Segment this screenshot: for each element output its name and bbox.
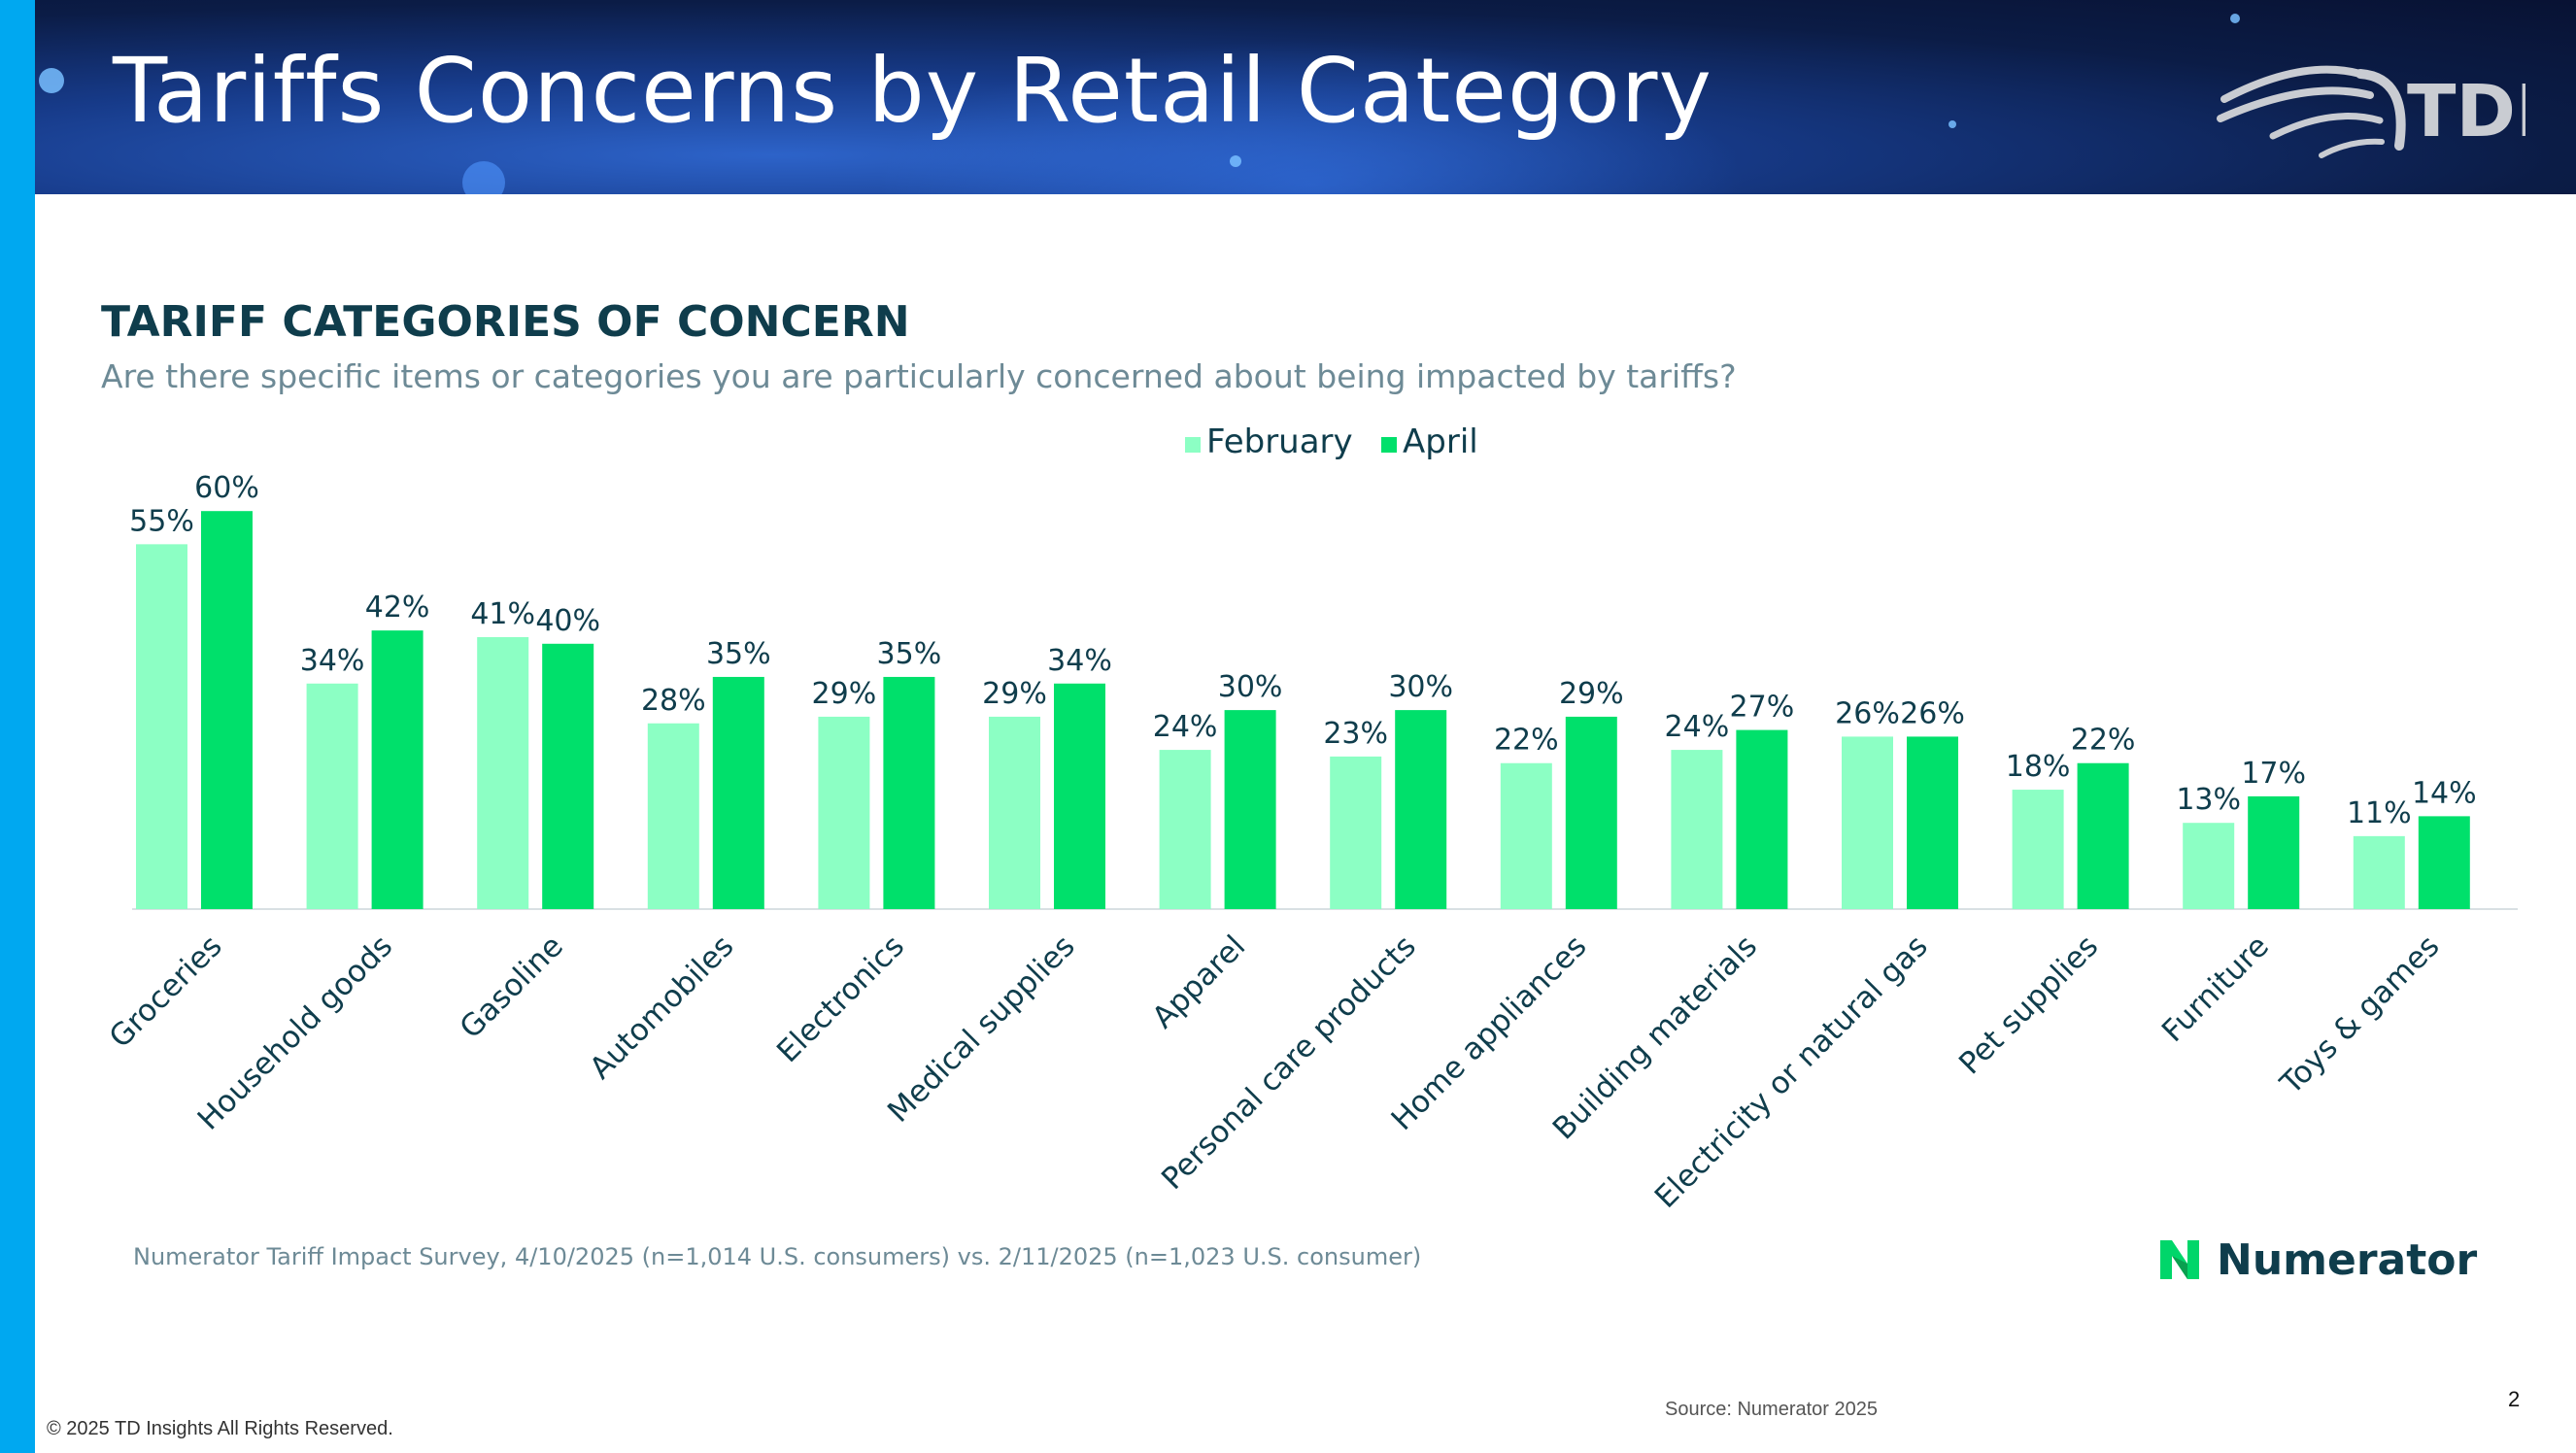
x-tick-label: Groceries xyxy=(103,929,229,1055)
legend-label-april: April xyxy=(1403,422,1478,461)
page-title: Tariffs Concerns by Retail Category xyxy=(113,39,1712,143)
legend-item-april: April xyxy=(1381,422,1478,461)
bar-april xyxy=(2248,795,2300,909)
bar-february xyxy=(2012,790,2064,909)
bar-april xyxy=(542,643,594,909)
legend-swatch-february xyxy=(1185,437,1201,453)
bar-april xyxy=(1907,736,1958,909)
x-tick-label: Electronics xyxy=(770,929,911,1069)
data-label-february: 55% xyxy=(129,504,194,538)
data-label-april: 14% xyxy=(2412,776,2477,810)
bar-february xyxy=(2183,823,2235,909)
numerator-logo-text: Numerator xyxy=(2217,1234,2478,1285)
x-tick-label: Pet supplies xyxy=(1952,929,2105,1081)
bar-february xyxy=(647,723,699,909)
bar-february xyxy=(1842,736,1893,909)
bar-april xyxy=(1224,710,1276,909)
bar-february xyxy=(1330,756,1382,909)
bar-february xyxy=(306,683,358,909)
header-dot xyxy=(1230,155,1241,167)
bar-february xyxy=(818,716,870,909)
data-label-april: 35% xyxy=(706,637,771,671)
bar-april xyxy=(712,676,764,909)
bar-february xyxy=(1159,750,1211,909)
bar-april xyxy=(883,676,935,909)
bar-april xyxy=(1395,710,1447,909)
data-label-february: 34% xyxy=(300,644,365,678)
bar-april xyxy=(201,511,253,909)
data-label-february: 29% xyxy=(982,677,1047,711)
source-footer: Source: Numerator 2025 xyxy=(1665,1399,1879,1420)
data-label-february: 18% xyxy=(2006,750,2071,784)
legend-label-february: February xyxy=(1206,422,1353,461)
bar-february xyxy=(136,544,187,909)
x-tick-label: Apparel xyxy=(1145,929,1252,1035)
data-label-april: 26% xyxy=(1900,696,1965,730)
data-label-february: 29% xyxy=(812,677,877,711)
tdi-logo-text: TDI xyxy=(2407,70,2525,153)
survey-note: Numerator Tariff Impact Survey, 4/10/202… xyxy=(133,1243,1422,1270)
bar-february xyxy=(1671,750,1723,909)
page-number: 2 xyxy=(2508,1387,2521,1411)
data-label-april: 30% xyxy=(1218,670,1283,704)
header-banner: Tariffs Concerns by Retail Category TDI xyxy=(0,0,2576,194)
data-label-april: 30% xyxy=(1388,670,1453,704)
data-label-april: 27% xyxy=(1730,691,1795,725)
data-label-february: 23% xyxy=(1323,717,1388,751)
data-label-february: 24% xyxy=(1153,710,1218,744)
data-label-february: 11% xyxy=(2347,796,2412,830)
data-label-february: 41% xyxy=(470,597,535,631)
header-dot xyxy=(39,68,64,93)
bar-april xyxy=(371,630,424,909)
legend-item-february: February xyxy=(1185,422,1353,461)
tdi-logo: TDI xyxy=(2217,65,2525,158)
data-label-february: 26% xyxy=(1835,696,1900,730)
bar-february xyxy=(1500,762,1552,909)
bar-april xyxy=(2418,816,2470,909)
left-accent-stripe xyxy=(0,0,35,1453)
numerator-icon xyxy=(2160,1240,2199,1279)
copyright: © 2025 TD Insights All Rights Reserved. xyxy=(47,1418,393,1439)
header-glow xyxy=(874,39,1748,194)
bar-april xyxy=(2077,762,2129,909)
section-subtitle: Are there specific items or categories y… xyxy=(101,357,1737,395)
header-dot xyxy=(2230,14,2240,23)
data-label-february: 22% xyxy=(1494,724,1559,758)
bar-february xyxy=(2353,835,2405,909)
data-label-february: 24% xyxy=(1665,710,1730,744)
x-tick-label: Electricity or natural gas xyxy=(1648,929,1935,1215)
numerator-logo: Numerator xyxy=(2156,1226,2477,1294)
header-dot xyxy=(462,161,505,194)
bar-february xyxy=(989,716,1040,909)
data-label-april: 29% xyxy=(1559,677,1624,711)
data-label-april: 22% xyxy=(2071,724,2136,758)
data-label-february: 13% xyxy=(2176,783,2241,817)
data-label-april: 60% xyxy=(194,471,259,505)
x-tick-label: Furniture xyxy=(2155,929,2276,1049)
x-tick-label: Toys & games xyxy=(2273,929,2446,1101)
bar-april xyxy=(1054,683,1105,909)
data-label-april: 42% xyxy=(365,591,430,625)
bar-april xyxy=(1736,729,1788,909)
data-label-april: 35% xyxy=(877,637,942,671)
x-tick-label: Gasoline xyxy=(454,929,570,1045)
x-tick-label: Medical supplies xyxy=(881,929,1082,1130)
data-label-april: 17% xyxy=(2241,757,2306,791)
legend-swatch-april xyxy=(1381,437,1397,453)
bar-february xyxy=(477,636,529,909)
bar-april xyxy=(1565,716,1617,909)
bar-chart: February April55%60%Groceries34%42%Househ… xyxy=(103,422,2518,1215)
header-dot xyxy=(1949,120,1956,128)
x-tick-label: Automobiles xyxy=(583,929,740,1086)
data-label-april: 34% xyxy=(1047,644,1112,678)
data-label-april: 40% xyxy=(535,604,600,638)
data-label-february: 28% xyxy=(641,684,706,718)
section-title: TARIFF CATEGORIES OF CONCERN xyxy=(101,297,910,347)
